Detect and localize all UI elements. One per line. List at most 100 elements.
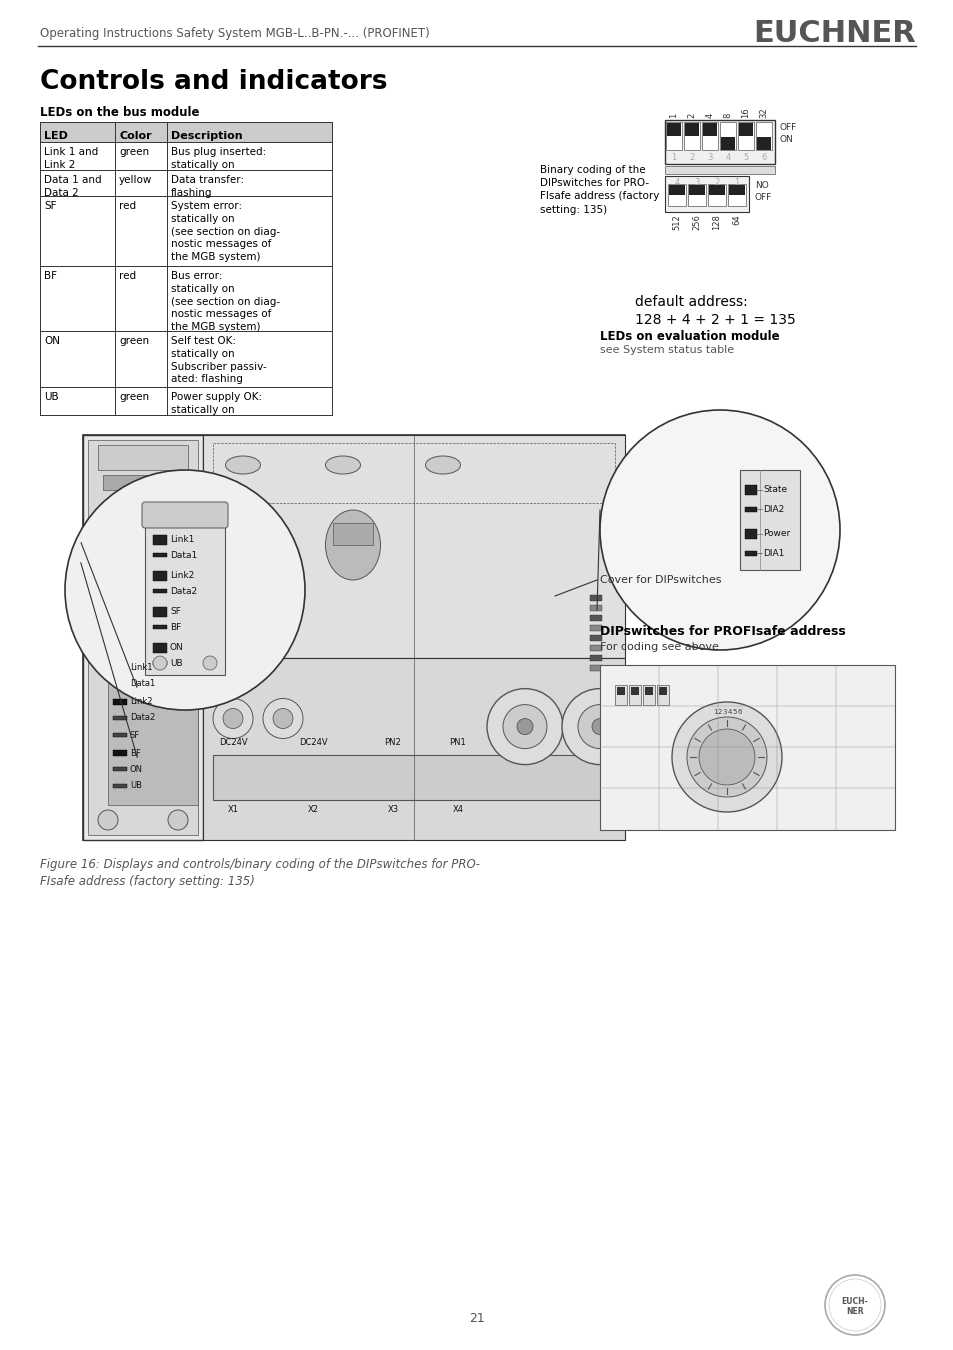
Circle shape xyxy=(273,709,293,729)
Bar xyxy=(589,625,601,630)
Bar xyxy=(720,136,734,150)
Bar xyxy=(108,655,198,805)
Bar xyxy=(112,666,127,671)
Bar xyxy=(701,122,718,150)
Bar xyxy=(728,185,744,194)
Text: X3: X3 xyxy=(387,805,398,814)
Text: 6: 6 xyxy=(737,709,741,716)
Bar xyxy=(664,176,748,212)
Text: State: State xyxy=(762,486,786,494)
Text: SF: SF xyxy=(130,730,140,740)
Bar xyxy=(644,687,652,695)
Text: Data1: Data1 xyxy=(130,679,155,688)
Text: 64: 64 xyxy=(732,215,740,224)
Text: Self test OK:
statically on
Subscriber passiv-
ated: flashing: Self test OK: statically on Subscriber p… xyxy=(171,336,267,385)
Bar xyxy=(739,123,752,136)
Text: Data2: Data2 xyxy=(170,586,197,595)
Text: BF: BF xyxy=(170,622,181,632)
Text: 3: 3 xyxy=(722,709,726,716)
Text: X1: X1 xyxy=(227,805,238,814)
Text: green: green xyxy=(119,147,149,157)
Bar xyxy=(744,551,757,556)
Text: BF: BF xyxy=(44,271,57,281)
Text: OFF: OFF xyxy=(754,193,771,202)
Bar xyxy=(112,716,127,720)
Text: 3: 3 xyxy=(694,178,699,188)
Text: 8: 8 xyxy=(722,112,732,117)
Bar xyxy=(152,643,167,653)
Bar xyxy=(589,595,601,601)
Text: 2: 2 xyxy=(717,709,721,716)
Bar xyxy=(630,687,639,695)
Bar xyxy=(599,666,894,830)
Text: 6: 6 xyxy=(760,154,766,162)
Bar xyxy=(152,571,167,580)
Circle shape xyxy=(168,810,188,830)
Bar xyxy=(702,123,717,136)
Ellipse shape xyxy=(425,456,460,474)
Text: 2: 2 xyxy=(689,154,694,162)
Circle shape xyxy=(824,1274,884,1335)
Text: NER: NER xyxy=(845,1307,862,1315)
Text: Description: Description xyxy=(171,131,242,140)
Text: 2: 2 xyxy=(687,113,696,117)
Text: Power: Power xyxy=(762,529,789,539)
Bar xyxy=(112,682,127,686)
Bar xyxy=(666,123,680,136)
Bar xyxy=(628,684,640,705)
Text: green: green xyxy=(119,336,149,346)
Text: ON: ON xyxy=(44,336,60,346)
Circle shape xyxy=(152,656,167,670)
Text: EUCHNER: EUCHNER xyxy=(753,19,915,47)
Text: SF: SF xyxy=(44,201,56,211)
Circle shape xyxy=(65,470,305,710)
Text: LED: LED xyxy=(44,131,68,140)
Bar xyxy=(333,522,373,545)
Text: 1: 1 xyxy=(734,178,739,188)
Text: ON: ON xyxy=(130,764,143,774)
Text: Binary coding of the
DIPswitches for PRO-
FIsafe address (factory
setting: 135): Binary coding of the DIPswitches for PRO… xyxy=(539,165,659,215)
Circle shape xyxy=(686,717,766,796)
Bar xyxy=(112,784,127,788)
Bar xyxy=(589,666,601,671)
Circle shape xyxy=(203,656,216,670)
Text: green: green xyxy=(119,392,149,402)
Circle shape xyxy=(578,705,621,749)
Bar xyxy=(589,634,601,641)
Text: NO: NO xyxy=(754,181,768,190)
Circle shape xyxy=(517,718,533,734)
Text: BF: BF xyxy=(130,748,141,757)
Bar xyxy=(112,733,127,737)
Text: see System status table: see System status table xyxy=(599,346,734,355)
Bar xyxy=(213,755,615,801)
Bar xyxy=(112,751,127,756)
Bar xyxy=(589,616,601,621)
Bar xyxy=(203,657,624,840)
Bar xyxy=(665,122,681,150)
Bar xyxy=(757,136,770,150)
Bar xyxy=(98,446,188,470)
Bar xyxy=(727,184,745,207)
Ellipse shape xyxy=(325,456,360,474)
Text: 512: 512 xyxy=(672,215,680,230)
Bar xyxy=(152,662,167,666)
Circle shape xyxy=(828,1278,880,1331)
Circle shape xyxy=(592,718,607,734)
Text: ON: ON xyxy=(170,644,184,652)
Bar xyxy=(589,605,601,612)
Circle shape xyxy=(561,688,638,764)
Text: Link2: Link2 xyxy=(130,698,152,706)
Bar xyxy=(152,589,167,593)
Text: ON: ON xyxy=(780,135,793,144)
Text: Cover for DIPswitches: Cover for DIPswitches xyxy=(599,575,720,585)
Text: UB: UB xyxy=(170,659,182,667)
Text: DC24V: DC24V xyxy=(218,738,247,747)
Text: System error:
statically on
(see section on diag-
nostic messages of
the MGB sys: System error: statically on (see section… xyxy=(171,201,280,262)
Text: UB: UB xyxy=(44,392,58,402)
Bar xyxy=(755,122,771,150)
Circle shape xyxy=(98,810,118,830)
Text: DC24V: DC24V xyxy=(298,738,327,747)
Bar xyxy=(688,185,704,194)
Text: Data 1 and
Data 2: Data 1 and Data 2 xyxy=(44,176,102,198)
Text: DIPswitches for PROFIsafe address: DIPswitches for PROFIsafe address xyxy=(599,625,845,639)
